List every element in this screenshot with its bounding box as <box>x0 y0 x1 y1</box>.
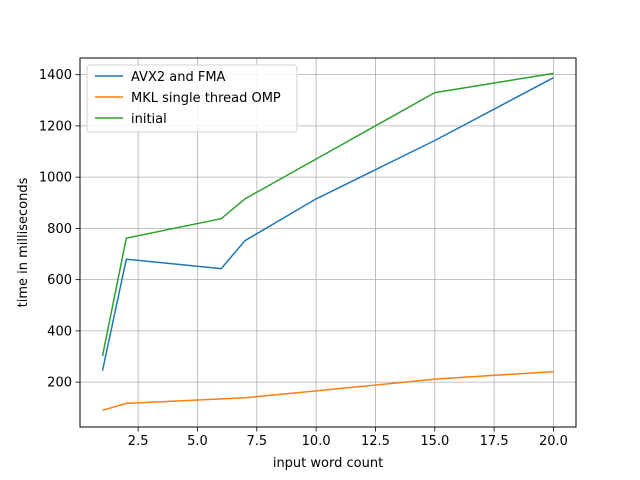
x-tick-label: 12.5 <box>361 434 390 449</box>
series-line-2 <box>102 370 554 412</box>
x-tick-label: 7.5 <box>246 434 267 449</box>
y-tick-label: 1200 <box>39 119 72 134</box>
y-tick-label: 800 <box>47 222 72 237</box>
legend-entry-label: initial <box>131 112 167 127</box>
x-tick-label: 15.0 <box>420 434 449 449</box>
y-tick-label: 600 <box>47 273 72 288</box>
legend-entry-label: MKL single thread OMP <box>131 91 281 106</box>
y-tick-label: 400 <box>47 324 72 339</box>
y-tick-label: 200 <box>47 376 72 391</box>
x-axis-ticks: 2.5 5.0 7.5 10.0 12.5 15.0 17.5 20.0 <box>128 427 568 449</box>
y-tick-label: 1000 <box>39 171 72 186</box>
series-line-1 <box>101 77 554 371</box>
x-tick-label: 2.5 <box>128 434 149 449</box>
legend-entry-label: AVX2 and FMA <box>131 70 226 85</box>
y-axis-ticks: 200 400 600 800 1000 1200 1400 <box>39 68 80 391</box>
series-lines <box>101 72 554 412</box>
y-tick-label: 1400 <box>39 68 72 83</box>
legend: AVX2 and FMA MKL single thread OMP initial <box>86 64 298 133</box>
y-axis-label: time in milliseconds <box>16 177 31 307</box>
x-tick-label: 10.0 <box>302 434 331 449</box>
x-tick-label: 20.0 <box>539 434 568 449</box>
series-line-3 <box>101 72 554 357</box>
x-axis-label: input word count <box>273 456 383 471</box>
x-tick-label: 17.5 <box>480 434 509 449</box>
x-tick-label: 5.0 <box>187 434 208 449</box>
legend-box <box>86 64 298 133</box>
plot-frame <box>79 57 577 428</box>
